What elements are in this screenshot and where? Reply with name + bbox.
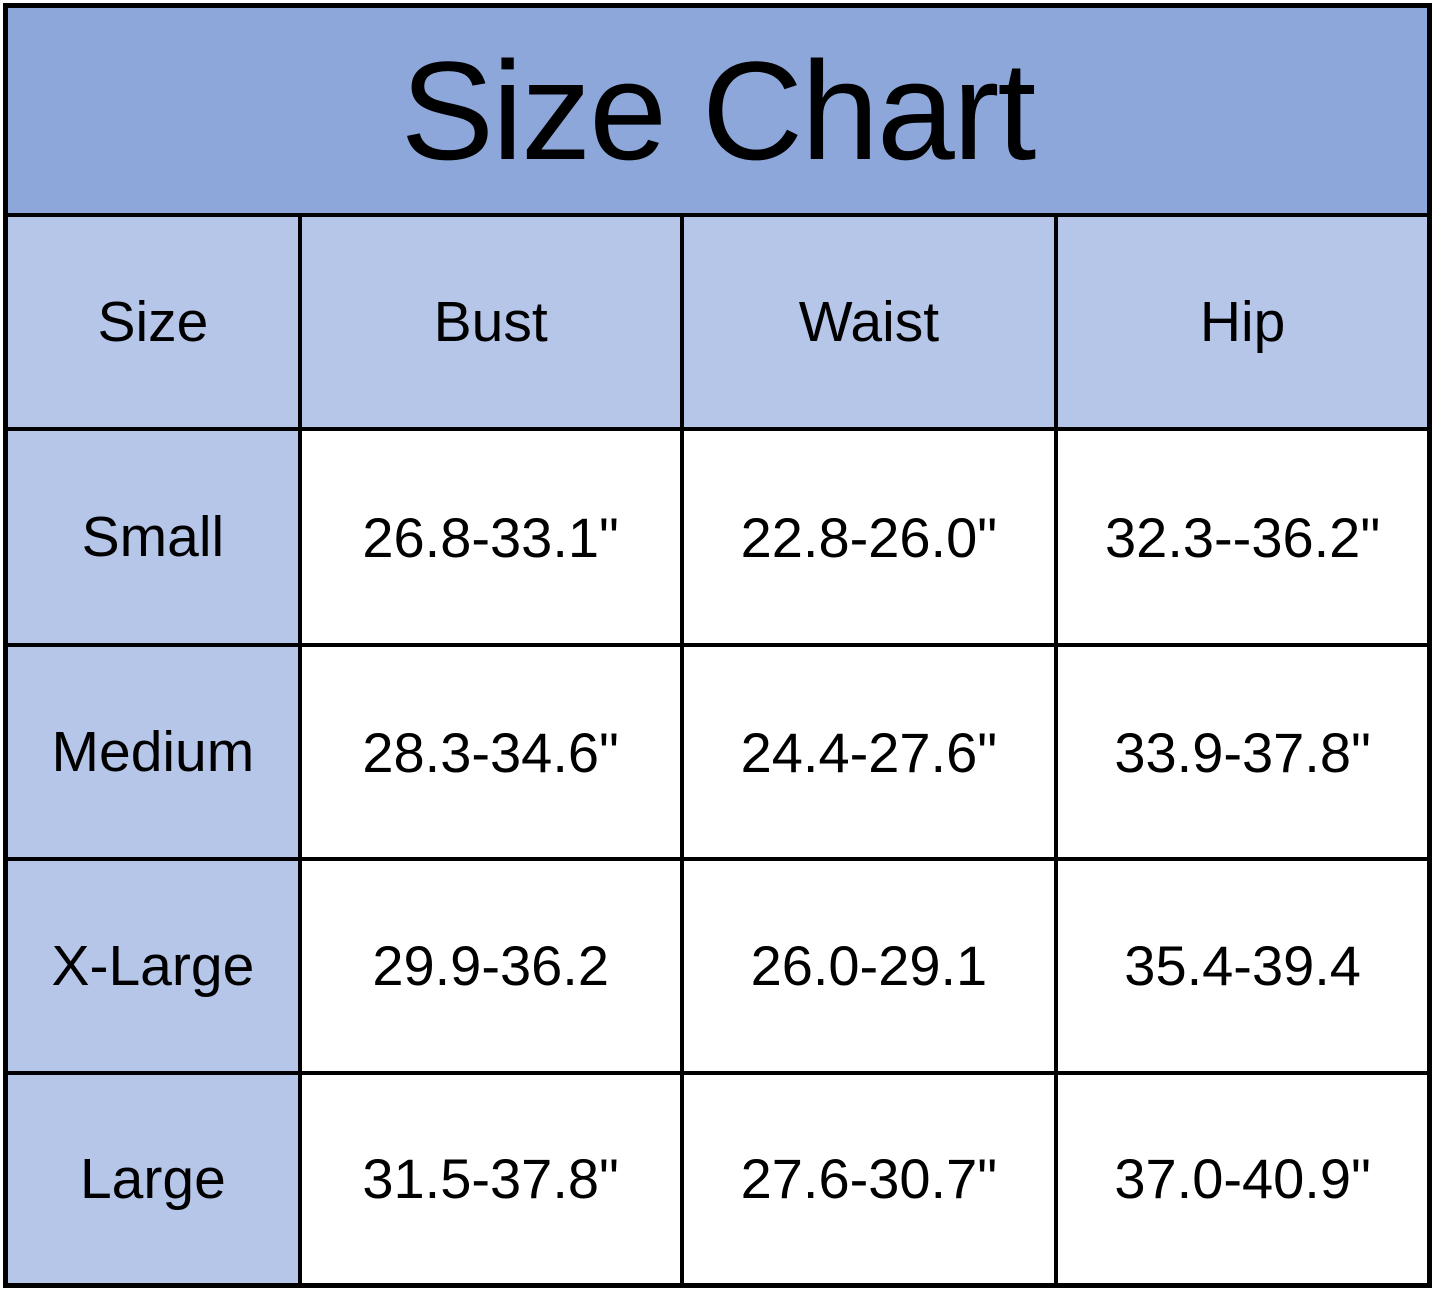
cell-large-waist: 27.6-30.7"	[683, 1074, 1055, 1283]
column-header-hip: Hip	[1058, 217, 1427, 428]
cell-large-hip: 37.0-40.9"	[1058, 1074, 1427, 1283]
cell-small-hip: 32.3--36.2"	[1058, 431, 1427, 644]
cell-xlarge-bust: 29.9-36.2	[301, 860, 680, 1071]
column-header-waist: Waist	[683, 217, 1055, 428]
row-label-large: Large	[8, 1074, 298, 1283]
column-header-bust: Bust	[301, 217, 680, 428]
column-header-size: Size	[8, 217, 298, 428]
cell-xlarge-hip: 35.4-39.4	[1058, 860, 1427, 1071]
cell-xlarge-waist: 26.0-29.1	[683, 860, 1055, 1071]
row-label-medium: Medium	[8, 647, 298, 857]
size-chart-table: Size Chart Size Bust Waist Hip Small 26.…	[3, 3, 1432, 1288]
cell-medium-bust: 28.3-34.6"	[301, 647, 680, 857]
row-label-small: Small	[8, 431, 298, 644]
cell-small-bust: 26.8-33.1"	[301, 431, 680, 644]
row-label-xlarge: X-Large	[8, 860, 298, 1071]
cell-medium-waist: 24.4-27.6"	[683, 647, 1055, 857]
cell-medium-hip: 33.9-37.8"	[1058, 647, 1427, 857]
cell-small-waist: 22.8-26.0"	[683, 431, 1055, 644]
page-title: Size Chart	[8, 8, 1427, 214]
cell-large-bust: 31.5-37.8"	[301, 1074, 680, 1283]
